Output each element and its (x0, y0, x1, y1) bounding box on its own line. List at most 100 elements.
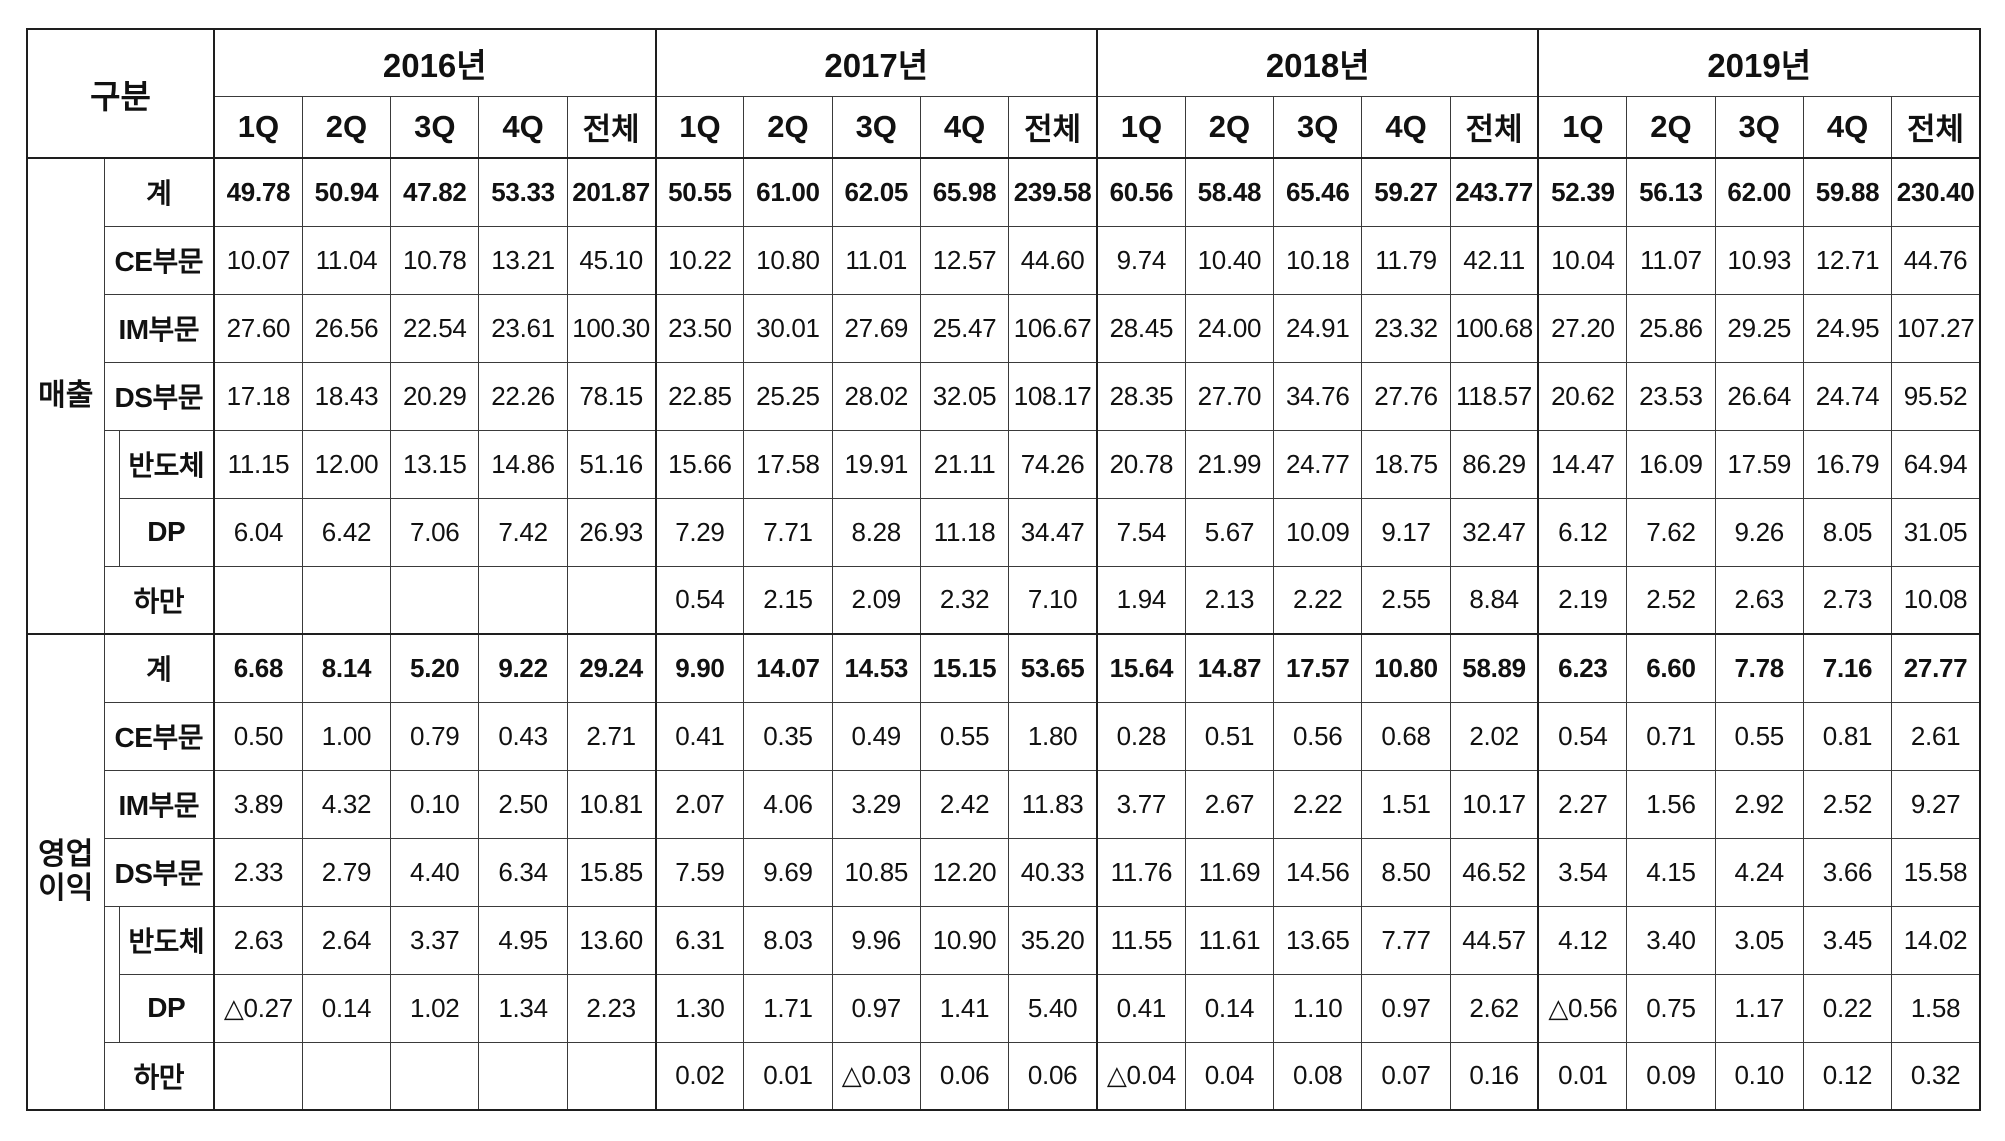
value-cell: 4.24 (1714, 837, 1804, 907)
value-cell: 29.24 (566, 633, 657, 703)
value-cell: 7.29 (654, 497, 745, 567)
value-cell: 0.10 (1714, 1041, 1804, 1111)
value-cell: 7.42 (478, 497, 568, 567)
value-cell: 1.80 (1008, 701, 1098, 771)
value-cell: 0.06 (919, 1041, 1010, 1111)
value-cell: 28.35 (1095, 361, 1186, 431)
table-body: 매출 계 49.78 50.94 47.82 53.33 201.87 50.55 61.00 6… (26, 157, 1981, 1111)
value-cell: 50.55 (654, 157, 745, 227)
value-cell: 2.23 (566, 973, 657, 1043)
value-cell: 2.22 (1273, 769, 1363, 839)
value-cell: 14.53 (831, 633, 921, 703)
value-cell: 26.56 (301, 293, 392, 363)
value-cell: 239.58 (1008, 157, 1098, 227)
value-cell: 2.19 (1537, 565, 1628, 635)
value-cell (478, 1041, 568, 1111)
quarter-header: 1Q (1537, 95, 1628, 159)
value-cell: 0.75 (1626, 973, 1716, 1043)
value-cell: 2.55 (1361, 565, 1451, 635)
value-cell: 3.05 (1714, 905, 1804, 975)
value-cell: 0.43 (478, 701, 568, 771)
value-cell: 6.12 (1537, 497, 1628, 567)
value-cell: 9.22 (478, 633, 568, 703)
value-cell: 5.20 (390, 633, 480, 703)
value-cell: 35.20 (1008, 905, 1098, 975)
value-cell (566, 565, 657, 635)
value-cell: 95.52 (1891, 361, 1981, 431)
value-cell: 29.25 (1714, 293, 1804, 363)
year-header-2016: 2016년 (213, 28, 657, 97)
row-label: IM부문 (103, 769, 215, 839)
value-cell: 2.02 (1449, 701, 1539, 771)
value-cell: 2.42 (919, 769, 1010, 839)
value-cell: 26.64 (1714, 361, 1804, 431)
value-cell: 19.91 (831, 429, 921, 499)
value-cell: 23.32 (1361, 293, 1451, 363)
value-cell: 20.29 (390, 361, 480, 431)
value-cell: 12.57 (919, 225, 1010, 295)
value-cell: 25.47 (919, 293, 1010, 363)
value-cell: 18.43 (301, 361, 392, 431)
value-cell: 4.15 (1626, 837, 1716, 907)
value-cell: 2.62 (1449, 973, 1539, 1043)
value-cell: 1.34 (478, 973, 568, 1043)
value-cell: 2.61 (1891, 701, 1981, 771)
value-cell: 0.07 (1361, 1041, 1451, 1111)
value-cell: 3.40 (1626, 905, 1716, 975)
value-cell: 8.28 (831, 497, 921, 567)
value-cell: 7.78 (1714, 633, 1804, 703)
value-cell: 201.87 (566, 157, 657, 227)
value-cell: 6.42 (301, 497, 392, 567)
value-cell: 11.61 (1184, 905, 1275, 975)
value-cell: 0.41 (654, 701, 745, 771)
value-cell: 0.22 (1802, 973, 1893, 1043)
value-cell: 0.71 (1626, 701, 1716, 771)
value-cell: 0.55 (1714, 701, 1804, 771)
row-label: 반도체 (118, 905, 215, 975)
value-cell: 11.18 (919, 497, 1010, 567)
quarter-header: 전체 (1891, 95, 1981, 159)
value-cell: 13.65 (1273, 905, 1363, 975)
value-cell: 60.56 (1095, 157, 1186, 227)
row-label: DP (118, 973, 215, 1043)
value-cell: 46.52 (1449, 837, 1539, 907)
row-label: DS부문 (103, 361, 215, 431)
value-cell: 27.70 (1184, 361, 1275, 431)
table-row: 반도체 11.15 12.00 13.15 14.86 51.16 15.66 17.58 19… (27, 429, 1981, 567)
value-cell: 0.14 (1184, 973, 1275, 1043)
value-cell: 0.56 (1273, 701, 1363, 771)
value-cell: 8.50 (1361, 837, 1451, 907)
value-cell: 6.23 (1537, 633, 1628, 703)
value-cell: 1.71 (743, 973, 833, 1043)
value-cell: 14.56 (1273, 837, 1363, 907)
value-cell: 27.76 (1361, 361, 1451, 431)
value-cell: 10.93 (1714, 225, 1804, 295)
value-cell (390, 565, 480, 635)
value-cell: 44.76 (1891, 225, 1981, 295)
value-cell: 4.32 (301, 769, 392, 839)
value-cell: 2.52 (1802, 769, 1893, 839)
value-cell: 1.41 (919, 973, 1010, 1043)
value-cell: 13.60 (566, 905, 657, 975)
value-cell: 10.85 (831, 837, 921, 907)
value-cell: 47.82 (390, 157, 480, 227)
value-cell: 7.06 (390, 497, 480, 567)
value-cell: 0.54 (1537, 701, 1628, 771)
value-cell: 1.56 (1626, 769, 1716, 839)
value-cell: 42.11 (1449, 225, 1539, 295)
value-cell: 3.89 (213, 769, 303, 839)
value-cell: 24.91 (1273, 293, 1363, 363)
value-cell: 2.13 (1184, 565, 1275, 635)
quarter-header: 1Q (213, 95, 303, 159)
value-cell: 11.07 (1626, 225, 1716, 295)
value-cell: 9.96 (831, 905, 921, 975)
value-cell: 7.54 (1095, 497, 1186, 567)
value-cell: 1.00 (301, 701, 392, 771)
value-cell: 11.83 (1008, 769, 1098, 839)
value-cell: 2.50 (478, 769, 568, 839)
row-label: 계 (103, 157, 215, 227)
value-cell (213, 1041, 303, 1111)
section-label: 영업이익 (38, 837, 94, 906)
value-cell: 0.79 (390, 701, 480, 771)
value-cell: 59.88 (1802, 157, 1893, 227)
